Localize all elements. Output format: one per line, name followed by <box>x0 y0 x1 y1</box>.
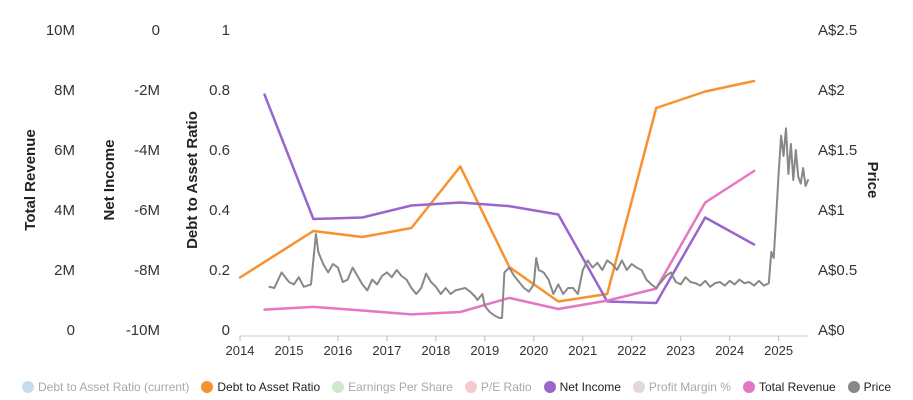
price-tick-label: A$2.5 <box>818 22 857 39</box>
legend-marker-icon <box>632 381 645 393</box>
debt-tick-label: 0 <box>222 322 230 339</box>
x-tick-label: 2025 <box>764 343 793 358</box>
legend-label: Debt to Asset Ratio <box>217 380 321 394</box>
legend-label: Earnings Per Share <box>348 380 453 394</box>
total-revenue-series-line <box>263 169 756 316</box>
x-tick-label: 2014 <box>226 343 255 358</box>
legend-marker-icon <box>332 381 345 393</box>
legend-marker-icon <box>201 381 214 393</box>
netincome-tick-label: 0 <box>152 22 160 39</box>
netincome-tick-label: -8M <box>134 262 160 279</box>
axes-layer: 0 2M 4M 6M 8M 10M Total Revenue -10M -8M -6M -4M -2… <box>22 22 881 358</box>
price-tick-label: A$1 <box>818 202 845 219</box>
legend-label: P/E Ratio <box>480 380 532 394</box>
legend-marker-icon <box>464 381 477 393</box>
debt-tick-label: 0.8 <box>209 82 230 99</box>
x-tick-label: 2015 <box>275 343 304 358</box>
revenue-tick-label: 8M <box>54 82 75 99</box>
x-tick-label: 2023 <box>666 343 695 358</box>
revenue-tick-label: 6M <box>54 142 75 159</box>
legend-item-debt-to-asset-ratio[interactable]: Debt to Asset Ratio <box>201 380 320 394</box>
x-tick-label: 2022 <box>617 343 646 358</box>
x-tick-label: 2016 <box>323 343 352 358</box>
price-tick-label: A$2 <box>818 82 845 99</box>
legend-label: Debt to Asset Ratio (current) <box>37 380 190 394</box>
series-layer <box>238 79 809 319</box>
legend-marker-icon <box>543 381 556 393</box>
debt-axis-title: Debt to Asset Ratio <box>184 111 201 249</box>
netincome-tick-label: -6M <box>134 202 160 219</box>
debt-tick-label: 0.4 <box>209 202 230 219</box>
netincome-tick-label: -4M <box>134 142 160 159</box>
revenue-axis-title: Total Revenue <box>22 129 39 230</box>
netincome-tick-label: -2M <box>134 82 160 99</box>
x-tick-label: 2019 <box>470 343 499 358</box>
netincome-axis-title: Net Income <box>101 140 118 221</box>
legend-label: Price <box>863 380 892 394</box>
legend-label: Net Income <box>559 380 621 394</box>
legend-item-earnings-per-share[interactable]: Earnings Per Share <box>332 380 453 394</box>
debt-tick-label: 0.2 <box>209 262 230 279</box>
x-tick-label: 2020 <box>519 343 548 358</box>
price-axis-title: Price <box>864 162 881 199</box>
legend-marker-icon <box>847 381 860 393</box>
legend-item-debt-to-asset-ratio-current[interactable]: Debt to Asset Ratio (current) <box>21 380 190 394</box>
debt-tick-label: 0.6 <box>209 142 230 159</box>
legend-label: Profit Margin % <box>648 380 731 394</box>
legend-item-net-income[interactable]: Net Income <box>543 380 621 394</box>
revenue-tick-label: 2M <box>54 262 75 279</box>
revenue-tick-label: 10M <box>46 22 75 39</box>
price-tick-label: A$1.5 <box>818 142 857 159</box>
net-income-series-line <box>263 93 756 305</box>
price-tick-label: A$0 <box>818 322 845 339</box>
debt-tick-label: 1 <box>222 22 230 39</box>
x-tick-label: 2024 <box>715 343 744 358</box>
legend-item-p-e-ratio[interactable]: P/E Ratio <box>464 380 532 394</box>
legend-label: Total Revenue <box>758 380 836 394</box>
x-tick-label: 2018 <box>421 343 450 358</box>
legend-item-price[interactable]: Price <box>847 380 892 394</box>
price-series-line <box>268 127 809 319</box>
legend-marker-icon <box>21 381 34 393</box>
x-tick-label: 2017 <box>372 343 401 358</box>
revenue-tick-label: 0 <box>67 322 75 339</box>
legend-item-total-revenue[interactable]: Total Revenue <box>742 380 836 394</box>
chart-legend: Debt to Asset Ratio (current) Debt to Ass… <box>0 377 913 397</box>
legend-item-profit-margin[interactable]: Profit Margin % <box>632 380 731 394</box>
x-tick-label: 2021 <box>568 343 597 358</box>
legend-marker-icon <box>742 381 755 393</box>
revenue-tick-label: 4M <box>54 202 75 219</box>
price-tick-label: A$0.5 <box>818 262 857 279</box>
netincome-tick-label: -10M <box>126 322 160 339</box>
